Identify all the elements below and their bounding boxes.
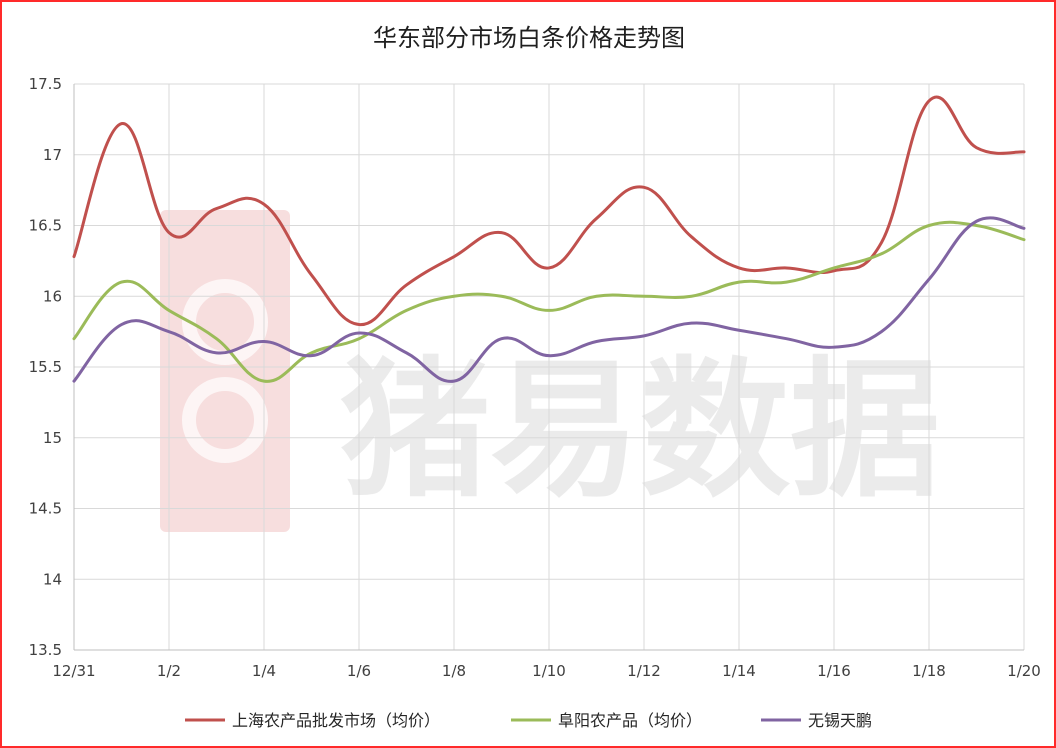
y-tick-label: 13.5 [29, 641, 62, 659]
x-tick-label: 1/20 [1007, 662, 1041, 680]
watermark-text: 猪易数据 [340, 344, 940, 518]
legend-label-2: 阜阳农产品（均价） [558, 711, 702, 730]
series-line-1 [72, 95, 1026, 327]
y-tick-label: 16.5 [29, 217, 62, 235]
series-layer [72, 95, 1026, 383]
x-tick-label: 1/8 [442, 662, 466, 680]
watermark-logo [160, 210, 290, 532]
y-tick-label: 17 [43, 146, 62, 164]
x-tick-label: 1/16 [817, 662, 851, 680]
y-tick-label: 14 [43, 570, 62, 588]
y-tick-label: 17.5 [29, 75, 62, 93]
x-tick-label: 1/2 [157, 662, 181, 680]
x-axis: 12/31 1/2 1/4 1/6 1/8 1/10 1/12 1/14 1/16 1/18 1/2… [52, 662, 1040, 680]
series-line-2 [72, 220, 1026, 383]
x-tick-label: 1/18 [912, 662, 946, 680]
watermark: 猪易数据 [160, 210, 940, 532]
x-tick-label: 1/12 [627, 662, 661, 680]
legend-label-1: 上海农产品批发市场（均价） [232, 711, 440, 730]
x-tick-label: 1/4 [252, 662, 276, 680]
y-tick-label: 15 [43, 429, 62, 447]
y-axis: 17.5 17 16.5 16 15.5 15 14.5 14 13.5 [29, 75, 62, 659]
y-tick-label: 15.5 [29, 358, 62, 376]
y-tick-label: 14.5 [29, 500, 62, 518]
watermark-logo-ring-bottom [182, 377, 268, 463]
x-tick-label: 12/31 [52, 662, 95, 680]
x-tick-label: 1/10 [532, 662, 566, 680]
legend-label-3: 无锡天鹏 [808, 711, 872, 730]
x-tick-label: 1/14 [722, 662, 756, 680]
y-tick-label: 16 [43, 287, 62, 305]
legend: 上海农产品批发市场（均价） 阜阳农产品（均价） 无锡天鹏 [185, 711, 872, 730]
x-tick-label: 1/6 [347, 662, 371, 680]
chart-title: 华东部分市场白条价格走势图 [373, 24, 685, 52]
grid [73, 83, 1025, 651]
series-line-3 [72, 216, 1026, 383]
